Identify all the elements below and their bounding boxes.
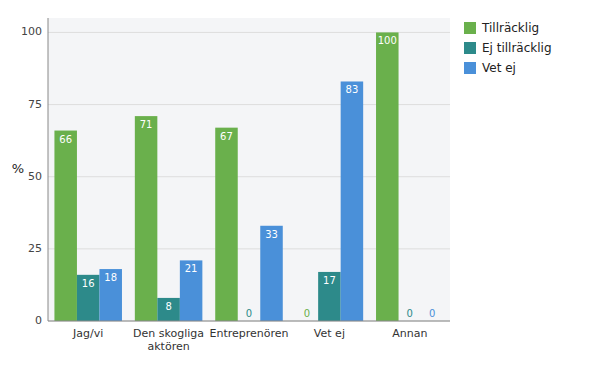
legend-swatch (464, 22, 476, 34)
legend-label: Tillräcklig (481, 21, 539, 35)
x-axis-line (48, 321, 450, 322)
y-tick-label: 25 (28, 242, 42, 255)
data-label: 83 (346, 84, 359, 95)
plot-background (48, 18, 450, 321)
data-label: 18 (104, 272, 117, 283)
x-tick-label-line: Vet ej (314, 327, 345, 340)
bar (376, 32, 399, 321)
legend: Tillräcklig Ej tillräcklig Vet ej (464, 21, 552, 75)
y-axis: 0 25 50 75 100 (21, 18, 450, 327)
data-label: 8 (165, 301, 171, 312)
legend-swatch (464, 42, 476, 54)
bar (135, 116, 158, 321)
data-label: 67 (220, 131, 233, 142)
bar (99, 269, 122, 321)
data-label: 0 (407, 308, 413, 319)
data-label: 17 (323, 275, 336, 286)
x-tick-label: Jag/vi (72, 327, 103, 340)
bars (54, 32, 398, 321)
x-tick-label: Den skogligaaktören (133, 327, 204, 353)
bar (77, 275, 100, 321)
bar (318, 272, 341, 321)
bar (54, 131, 77, 321)
x-tick-label-line: Jag/vi (72, 327, 103, 340)
x-tick-label-line: Annan (392, 327, 427, 340)
y-tick-label: 100 (21, 25, 42, 38)
x-tick-label-line: aktören (148, 340, 190, 353)
y-axis-label: % (12, 161, 24, 176)
legend-label: Vet ej (482, 61, 516, 75)
data-label: 0 (304, 308, 310, 319)
bar (180, 260, 203, 321)
legend-swatch (464, 62, 476, 74)
y-tick-label: 0 (35, 314, 42, 327)
data-label: 100 (378, 35, 397, 46)
data-label: 33 (265, 229, 278, 240)
y-tick-label: 50 (28, 170, 42, 183)
x-tick-label-line: Den skogliga (133, 327, 204, 340)
bar (157, 298, 180, 321)
chart-container: 0 25 50 75 100% 66 71 67 0 100 16 8 0 17 0 18 21 33 83 0 Jag… (0, 0, 600, 371)
y-tick-label: 75 (28, 98, 42, 111)
bar (260, 226, 283, 321)
x-axis: Jag/vi Den skogligaaktören Entreprenören Ve… (48, 321, 450, 353)
data-label: 0 (246, 308, 252, 319)
grid-line (48, 321, 450, 322)
bar (215, 128, 238, 321)
x-tick-label: Entreprenören (209, 327, 288, 340)
bar (341, 81, 364, 321)
x-tick-label: Vet ej (314, 327, 345, 340)
data-label: 66 (59, 134, 72, 145)
data-label: 16 (82, 278, 95, 289)
data-label: 0 (429, 308, 435, 319)
data-labels: 66 71 67 0 100 16 8 0 17 0 18 21 33 83 0 (59, 35, 435, 319)
legend-label: Ej tillräcklig (482, 41, 552, 55)
data-label: 71 (140, 119, 153, 130)
chart-svg: 0 25 50 75 100% 66 71 67 0 100 16 8 0 17 0 18 21 33 83 0 Jag… (0, 0, 600, 371)
x-tick-label-line: Entreprenören (209, 327, 288, 340)
data-label: 21 (185, 263, 198, 274)
y-axis-line (48, 18, 49, 321)
x-tick-label: Annan (392, 327, 427, 340)
